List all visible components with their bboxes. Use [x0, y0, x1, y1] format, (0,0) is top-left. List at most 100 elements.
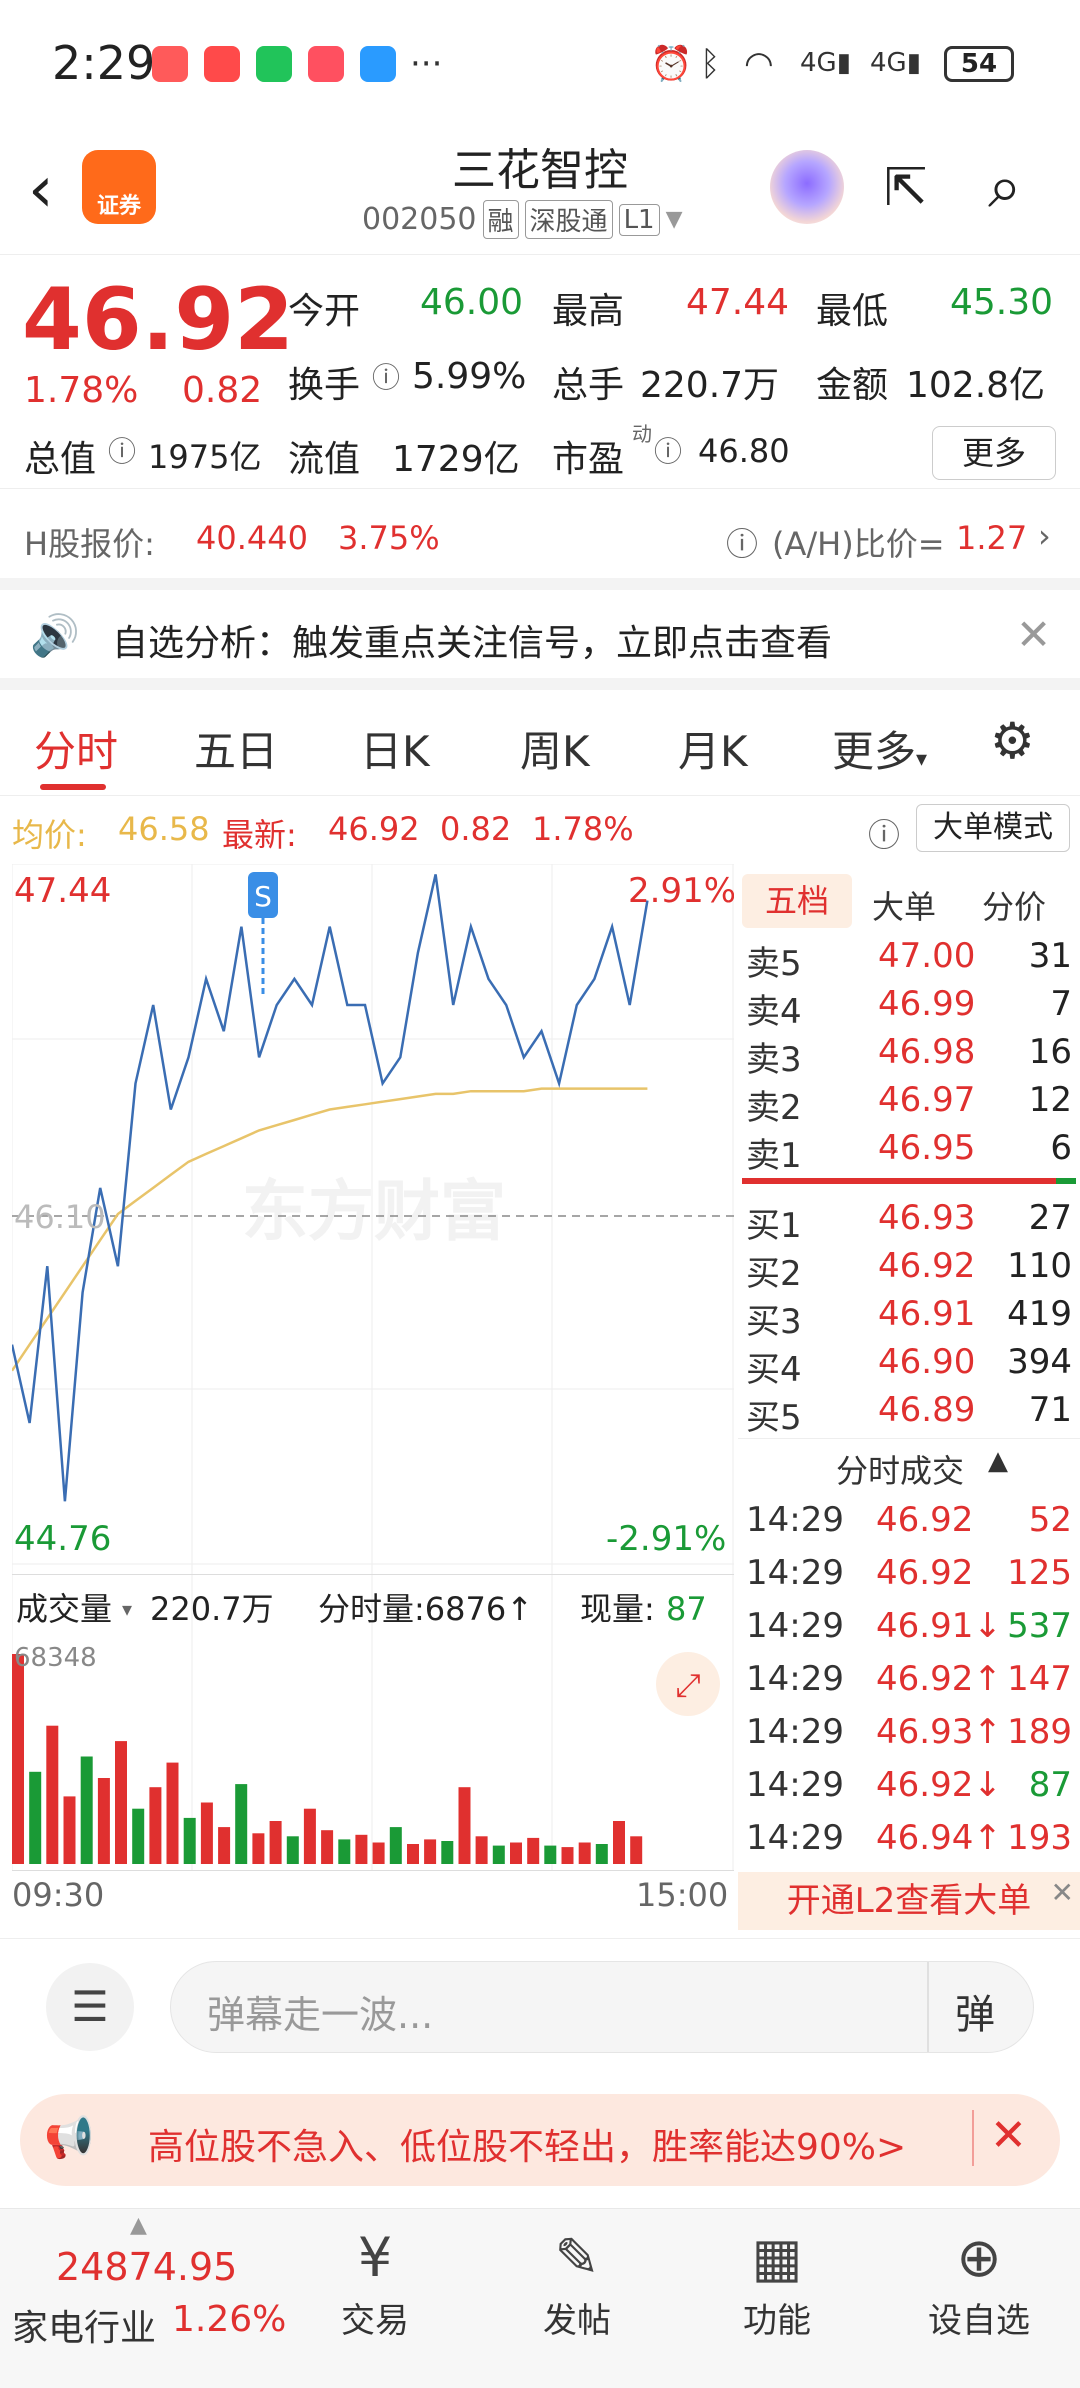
- stock-code-row[interactable]: 002050 融 深股通 L1 ▼: [362, 200, 683, 239]
- current-vol-label: 现量:: [580, 1590, 655, 1628]
- battery-icon: 54: [944, 46, 1014, 82]
- volume-bar: [46, 1725, 59, 1864]
- tab-price-dist[interactable]: 分价: [982, 888, 1047, 926]
- h-share-row[interactable]: H股报价: 40.440 3.75% ⓘ (A/H)比价= 1.27 ›: [0, 488, 1080, 590]
- add-watch-button[interactable]: ⊕ 设自选: [914, 2223, 1044, 2342]
- ask-row[interactable]: 卖3 46.98 16: [742, 1032, 1076, 1080]
- gear-icon[interactable]: ⚙: [990, 712, 1035, 770]
- intraday-chart[interactable]: 东方财富 47.44 2.91% 46.10 44.76 -2.91% S 成交…: [10, 863, 736, 1914]
- assistant-avatar-icon[interactable]: [770, 150, 844, 224]
- trade-button[interactable]: ¥ 交易: [310, 2223, 440, 2342]
- promo-banner[interactable]: 📢 高位股不急入、低位股不轻出，胜率能达90%> ✕: [20, 2094, 1060, 2186]
- tick-row: 14:29 46.93↑ 189: [742, 1712, 1076, 1764]
- volume-bar: [613, 1821, 625, 1864]
- danmu-bar: ☰ 弹幕走一波... 弹: [0, 1938, 1080, 2068]
- tick-price: 46.92↓: [876, 1765, 1002, 1805]
- close-icon-3[interactable]: ✕: [990, 2110, 1027, 2161]
- current-vol-value: 87: [666, 1590, 707, 1628]
- notice-bar[interactable]: 🔊 自选分析：触发重点关注信号，立即点击查看 ✕: [0, 590, 1080, 690]
- bid-level: 买1: [746, 1206, 802, 1246]
- danmu-settings-icon[interactable]: ☰: [46, 1963, 134, 2051]
- expand-icon[interactable]: ⤢: [675, 1666, 701, 1704]
- pe-superscript: 动: [632, 422, 652, 446]
- tick-price: 46.92: [876, 1500, 974, 1540]
- price-line: [10, 874, 649, 1502]
- more-notifications-icon: ···: [410, 44, 443, 84]
- volume-bar: [355, 1834, 368, 1864]
- avg-label: 均价:: [12, 816, 87, 854]
- more-button[interactable]: 更多: [932, 426, 1056, 480]
- promo-text: 高位股不急入、低位股不轻出，胜率能达90%>: [148, 2127, 907, 2168]
- float-cap-label: 流值: [288, 439, 361, 480]
- signal-s-badge: [248, 872, 278, 918]
- securities-logo[interactable]: 证券: [82, 150, 156, 224]
- caret-up-icon[interactable]: ▲: [988, 1446, 1008, 1476]
- info-icon-3[interactable]: ⓘ: [654, 435, 683, 468]
- tick-volume: 52: [1028, 1500, 1072, 1540]
- volume-bar: [149, 1787, 162, 1864]
- tab-big-order[interactable]: 大单: [872, 888, 937, 926]
- search-icon[interactable]: ⌕: [988, 152, 1022, 222]
- tick-volume: 147: [1007, 1659, 1072, 1699]
- big-order-mode-button[interactable]: 大单模式: [916, 804, 1070, 852]
- price-summary-row: 均价: 46.58 最新: 46.92 0.82 1.78% ⓘ 大单模式: [0, 798, 1080, 862]
- index-value[interactable]: 24874.95: [56, 2245, 238, 2289]
- help-icon[interactable]: ⓘ: [726, 525, 759, 563]
- ticks-title[interactable]: 分时成交: [836, 1452, 965, 1490]
- ask-row[interactable]: 卖5 47.00 31: [742, 936, 1076, 984]
- chevron-down-icon: ▼: [665, 207, 683, 232]
- danmu-input[interactable]: 弹幕走一波... 弹: [170, 1961, 1034, 2053]
- tab-monthly-k[interactable]: 月K: [678, 727, 748, 776]
- ask-row[interactable]: 卖4 46.99 7: [742, 984, 1076, 1032]
- volume-bars: [12, 1654, 643, 1864]
- industry-name[interactable]: 家电行业: [12, 2308, 157, 2349]
- close-icon[interactable]: ✕: [1016, 610, 1052, 659]
- info-icon-2[interactable]: ⓘ: [108, 435, 137, 468]
- bid-row[interactable]: 买2 46.92 110: [742, 1246, 1076, 1294]
- bid-row[interactable]: 买5 46.89 71: [742, 1390, 1076, 1438]
- ask-row[interactable]: 卖2 46.97 12: [742, 1080, 1076, 1128]
- volume-bar: [630, 1836, 643, 1864]
- bid-price: 46.89: [878, 1390, 976, 1430]
- bid-row[interactable]: 买4 46.90 394: [742, 1342, 1076, 1390]
- help-icon-2[interactable]: ⓘ: [868, 816, 901, 854]
- tab-five-level[interactable]: 五档: [742, 874, 852, 928]
- top-pct-label: 2.91%: [628, 871, 734, 911]
- ask-level: 卖5: [746, 944, 802, 984]
- high-value: 47.44: [686, 282, 790, 323]
- ah-ratio-label: (A/H)比价=: [772, 525, 945, 563]
- book-app-icon: [308, 46, 344, 82]
- volume-label[interactable]: 成交量: [16, 1590, 112, 1628]
- volume-bar: [510, 1842, 522, 1864]
- info-icon[interactable]: ⓘ: [372, 361, 401, 394]
- share-icon[interactable]: ⇱: [884, 158, 928, 218]
- ask-price: 46.99: [878, 984, 976, 1024]
- tab-weekly-k[interactable]: 周K: [520, 727, 590, 776]
- bottom-pct-label: -2.91%: [606, 1519, 726, 1559]
- volume-bar: [338, 1839, 351, 1864]
- tab-daily-k[interactable]: 日K: [360, 727, 430, 776]
- volume-bar: [166, 1762, 179, 1864]
- volume-dropdown-icon[interactable]: ▾: [122, 1597, 132, 1621]
- back-icon[interactable]: ‹: [28, 153, 54, 227]
- danmu-toggle-icon[interactable]: 弹: [955, 1992, 995, 2038]
- bid-row[interactable]: 买3 46.91 419: [742, 1294, 1076, 1342]
- ask-row[interactable]: 卖1 46.95 6: [742, 1128, 1076, 1176]
- function-button[interactable]: ▦ 功能: [712, 2223, 842, 2342]
- bid-volume: 110: [1007, 1246, 1072, 1286]
- tab-five-day[interactable]: 五日: [194, 727, 279, 776]
- l2-upgrade-text: 开通L2查看大单: [786, 1881, 1032, 1921]
- clock: 2:29: [52, 36, 156, 90]
- post-button[interactable]: ✎ 发帖: [512, 2223, 642, 2342]
- bid-price: 46.91: [878, 1294, 976, 1334]
- tab-more[interactable]: 更多▾: [832, 718, 927, 779]
- order-book-panel: 五档 大单 分价 卖5 47.00 31 卖4 46.99 7 卖3 46.98 16 卖2 46.…: [738, 864, 1080, 1924]
- divider-2: [927, 1962, 929, 2052]
- l2-upgrade-banner[interactable]: 开通L2查看大单 ✕: [738, 1872, 1080, 1930]
- tab-intraday[interactable]: 分时: [34, 727, 119, 776]
- bid-row[interactable]: 买1 46.93 27: [742, 1198, 1076, 1246]
- last-value: 46.92: [328, 810, 420, 848]
- bid-price: 46.92: [878, 1246, 976, 1286]
- signal-s-text: S: [254, 880, 272, 913]
- close-icon-2[interactable]: ✕: [1050, 1876, 1074, 1909]
